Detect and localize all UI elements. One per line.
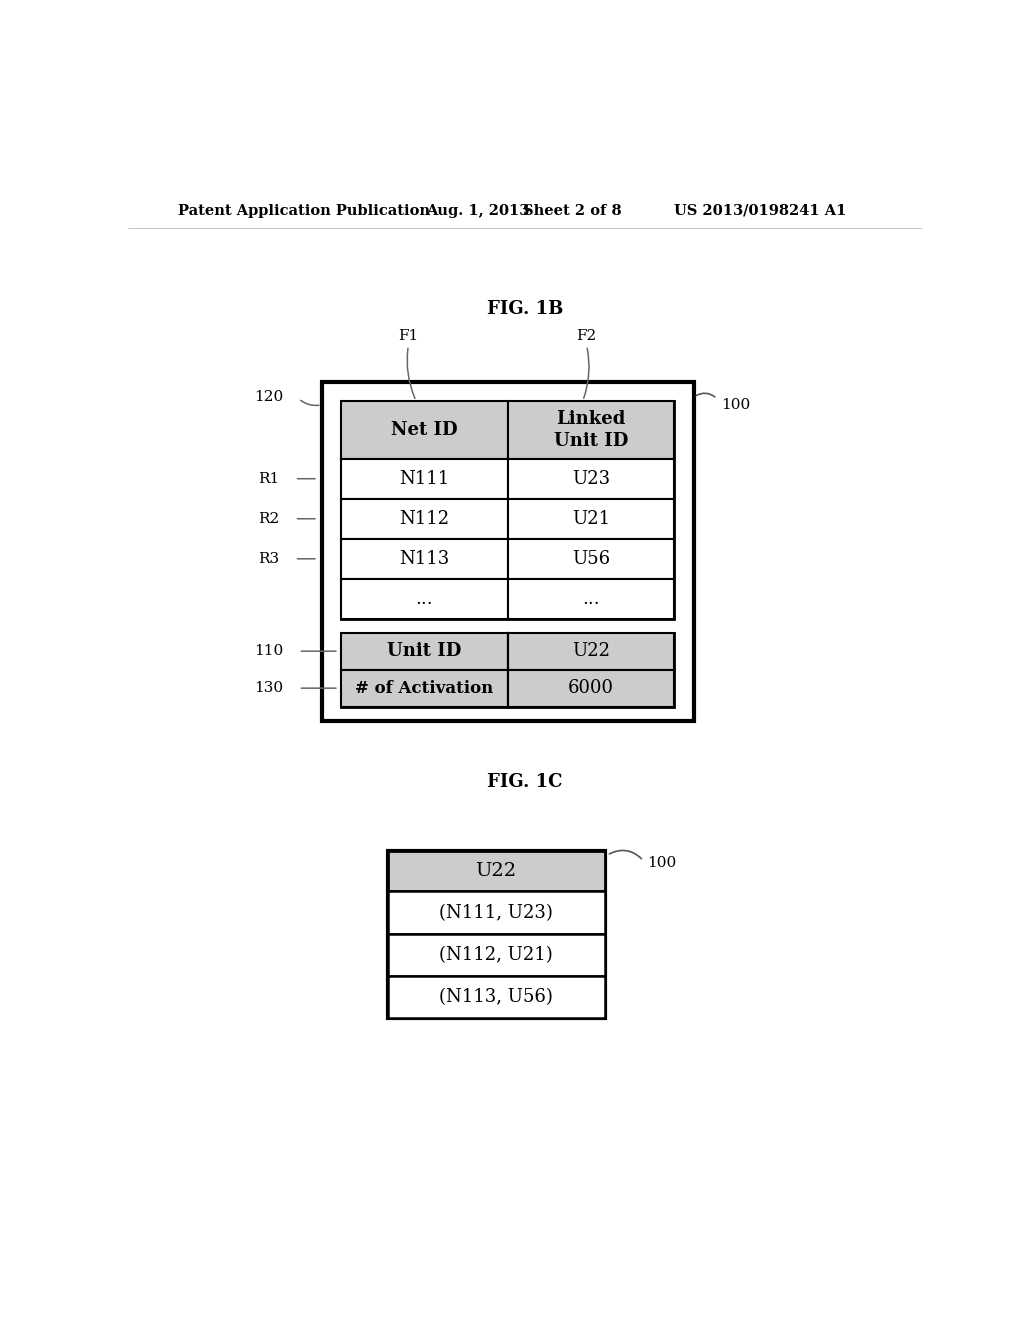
Bar	[388, 851, 604, 891]
Bar	[508, 499, 675, 539]
Text: Aug. 1, 2013: Aug. 1, 2013	[426, 203, 529, 218]
Bar	[508, 632, 675, 669]
Text: # of Activation: # of Activation	[355, 680, 494, 697]
Bar	[341, 459, 508, 499]
Text: 130: 130	[254, 681, 283, 696]
Bar	[322, 381, 693, 721]
Text: Patent Application Publication: Patent Application Publication	[178, 203, 430, 218]
Bar	[388, 977, 604, 1019]
Bar	[388, 891, 604, 933]
Text: R1: R1	[258, 471, 280, 486]
Bar	[341, 669, 508, 706]
Bar	[388, 851, 604, 1019]
Text: Unit ID: Unit ID	[387, 643, 462, 660]
Bar	[341, 401, 675, 619]
Text: F1: F1	[398, 329, 419, 342]
Bar	[341, 579, 508, 619]
Text: US 2013/0198241 A1: US 2013/0198241 A1	[675, 203, 847, 218]
Bar	[508, 401, 675, 459]
Bar	[508, 459, 675, 499]
Text: ...: ...	[583, 590, 600, 607]
Text: FIG. 1B: FIG. 1B	[486, 300, 563, 318]
Text: 6000: 6000	[568, 680, 614, 697]
Text: N112: N112	[399, 510, 450, 528]
Text: N111: N111	[399, 470, 450, 487]
Text: Sheet 2 of 8: Sheet 2 of 8	[523, 203, 622, 218]
Text: ...: ...	[416, 590, 433, 607]
Text: U22: U22	[475, 862, 517, 880]
Text: N113: N113	[399, 550, 450, 568]
Bar	[341, 632, 675, 706]
Text: Net ID: Net ID	[391, 421, 458, 438]
Text: (N113, U56): (N113, U56)	[439, 989, 553, 1006]
Text: R3: R3	[258, 552, 280, 566]
Text: U22: U22	[572, 643, 610, 660]
Text: R2: R2	[258, 512, 280, 525]
Text: U23: U23	[572, 470, 610, 487]
Text: (N111, U23): (N111, U23)	[439, 904, 553, 921]
Text: U56: U56	[572, 550, 610, 568]
Bar	[388, 933, 604, 977]
Bar	[341, 632, 508, 669]
Text: 120: 120	[254, 391, 283, 404]
Bar	[508, 539, 675, 579]
Text: Linked
Unit ID: Linked Unit ID	[554, 409, 629, 450]
Text: U21: U21	[572, 510, 610, 528]
Bar	[341, 401, 508, 459]
Bar	[508, 579, 675, 619]
Bar	[508, 669, 675, 706]
Text: F2: F2	[577, 329, 597, 342]
Text: 100: 100	[721, 397, 751, 412]
Text: FIG. 1C: FIG. 1C	[487, 774, 562, 791]
Text: (N112, U21): (N112, U21)	[439, 946, 553, 964]
Text: 110: 110	[254, 644, 283, 659]
Bar	[341, 499, 508, 539]
Bar	[341, 539, 508, 579]
Text: 100: 100	[647, 855, 677, 870]
